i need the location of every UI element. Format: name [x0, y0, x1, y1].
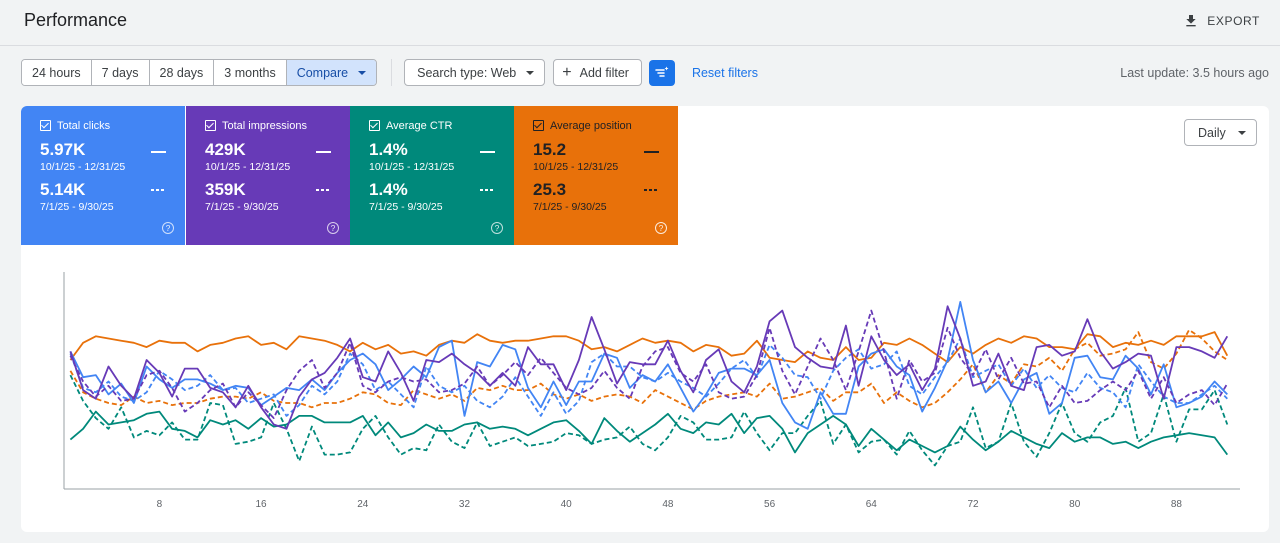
metric-current-value: 5.97K	[40, 140, 86, 159]
range-3-months-button[interactable]: 3 months	[214, 60, 287, 85]
add-filter-button[interactable]: + Add filter	[553, 59, 642, 86]
metric-label: Total impressions	[222, 119, 307, 132]
caret-down-icon	[1238, 131, 1246, 135]
checkbox-icon[interactable]	[533, 120, 544, 131]
granularity-label: Daily	[1198, 125, 1226, 140]
filter-toolbar: 24 hours 7 days 28 days 3 months Compare…	[21, 59, 758, 86]
series-line-pos-prev	[69, 328, 1228, 411]
export-button[interactable]: EXPORT	[1183, 10, 1260, 32]
x-tick-label: 40	[561, 499, 573, 510]
add-filter-label: Add filter	[579, 65, 629, 80]
series-line-clicks-prev	[69, 337, 1228, 417]
reset-filters-link[interactable]: Reset filters	[691, 65, 758, 80]
metric-label: Average position	[550, 119, 632, 132]
x-tick-label: 56	[764, 499, 776, 510]
x-tick-label: 24	[357, 499, 369, 510]
metric-previous-value: 359K	[205, 180, 246, 199]
range-28-days-button[interactable]: 28 days	[149, 60, 215, 85]
x-tick-label: 88	[1171, 499, 1183, 510]
metric-current-range: 10/1/25 - 12/31/25	[533, 161, 619, 173]
metric-card-average-ctr[interactable]: Average CTR 1.4% 10/1/25 - 12/31/25 1.4%…	[350, 106, 514, 245]
series-line-pos-cur	[69, 331, 1229, 364]
checkbox-icon[interactable]	[205, 120, 216, 131]
x-tick-label: 64	[866, 499, 878, 510]
page-header: Performance EXPORT	[0, 0, 1280, 46]
series-line-clicks-cur	[69, 300, 1228, 430]
series-line-ctr-cur	[69, 410, 1229, 456]
metric-current-value: 1.4%	[369, 140, 408, 159]
range-24-hours-button[interactable]: 24 hours	[22, 60, 92, 85]
x-tick-label: 16	[255, 499, 267, 510]
series-line-impr-cur	[69, 305, 1229, 430]
solid-line-legend-icon	[644, 151, 659, 153]
checkbox-icon[interactable]	[40, 120, 51, 131]
metric-label: Total clicks	[57, 119, 111, 132]
search-type-dropdown[interactable]: Search type: Web	[404, 59, 546, 86]
dashed-line-legend-icon	[316, 189, 331, 191]
metric-card-total-clicks[interactable]: Total clicks 5.97K 10/1/25 - 12/31/25 5.…	[21, 106, 185, 245]
x-tick-label: 48	[662, 499, 674, 510]
page-title: Performance	[24, 10, 128, 30]
metric-previous-range: 7/1/25 - 9/30/25	[40, 201, 114, 213]
dashed-line-legend-icon	[644, 189, 659, 191]
metric-current-value: 15.2	[533, 140, 567, 159]
download-icon	[1186, 15, 1196, 27]
help-icon[interactable]: ?	[162, 222, 174, 234]
metric-previous-value: 1.4%	[369, 180, 408, 199]
metric-current-value: 429K	[205, 140, 246, 159]
help-icon[interactable]: ?	[327, 222, 339, 234]
range-7-days-button[interactable]: 7 days	[91, 60, 150, 85]
granularity-dropdown[interactable]: Daily	[1184, 119, 1257, 146]
solid-line-legend-icon	[480, 151, 495, 153]
dashed-line-legend-icon	[151, 189, 166, 191]
date-range-selector: 24 hours 7 days 28 days 3 months Compare	[21, 59, 378, 86]
dashed-line-legend-icon	[480, 189, 495, 191]
toolbar-divider	[391, 59, 393, 86]
metric-previous-value: 5.14K	[40, 180, 86, 199]
x-tick-label: 8	[157, 499, 163, 510]
metric-current-range: 10/1/25 - 12/31/25	[40, 161, 126, 173]
help-icon[interactable]: ?	[491, 222, 503, 234]
plus-icon: +	[562, 63, 572, 81]
compare-dropdown[interactable]: Compare	[286, 60, 377, 85]
export-label: EXPORT	[1207, 14, 1260, 28]
metric-previous-value: 25.3	[533, 180, 567, 199]
last-update-text: Last update: 3.5 hours ago	[1120, 66, 1269, 80]
help-icon[interactable]: ?	[655, 222, 667, 234]
metric-previous-range: 7/1/25 - 9/30/25	[205, 201, 279, 213]
metric-previous-range: 7/1/25 - 9/30/25	[369, 201, 443, 213]
metric-current-range: 10/1/25 - 12/31/25	[369, 161, 455, 173]
filter-sparkle-icon	[655, 66, 669, 77]
performance-card: 8 16 24 32 40 48 56 64 72 80 88 Total clicks 5.97K…	[21, 106, 1269, 532]
caret-down-icon	[526, 70, 535, 75]
compare-label: Compare	[296, 65, 349, 80]
x-tick-label: 80	[1069, 499, 1081, 510]
search-type-label: Search type: Web	[417, 65, 517, 80]
checkbox-icon[interactable]	[369, 120, 380, 131]
metric-label: Average CTR	[386, 119, 453, 132]
solid-line-legend-icon	[151, 151, 166, 153]
solid-line-legend-icon	[316, 151, 331, 153]
metric-current-range: 10/1/25 - 12/31/25	[205, 161, 291, 173]
series-line-impr-prev	[69, 309, 1229, 420]
filter-settings-button[interactable]	[648, 59, 675, 86]
series-line-ctr-prev	[69, 374, 1229, 467]
metric-card-average-position[interactable]: Average position 15.2 10/1/25 - 12/31/25…	[514, 106, 678, 245]
x-tick-label: 32	[459, 499, 471, 510]
caret-down-icon	[358, 70, 367, 75]
metric-previous-range: 7/1/25 - 9/30/25	[533, 201, 607, 213]
performance-line-chart: 8 16 24 32 40 48 56 64 72 80 88	[63, 272, 1240, 510]
x-tick-label: 72	[967, 499, 979, 510]
metric-card-total-impressions[interactable]: Total impressions 429K 10/1/25 - 12/31/2…	[186, 106, 350, 245]
